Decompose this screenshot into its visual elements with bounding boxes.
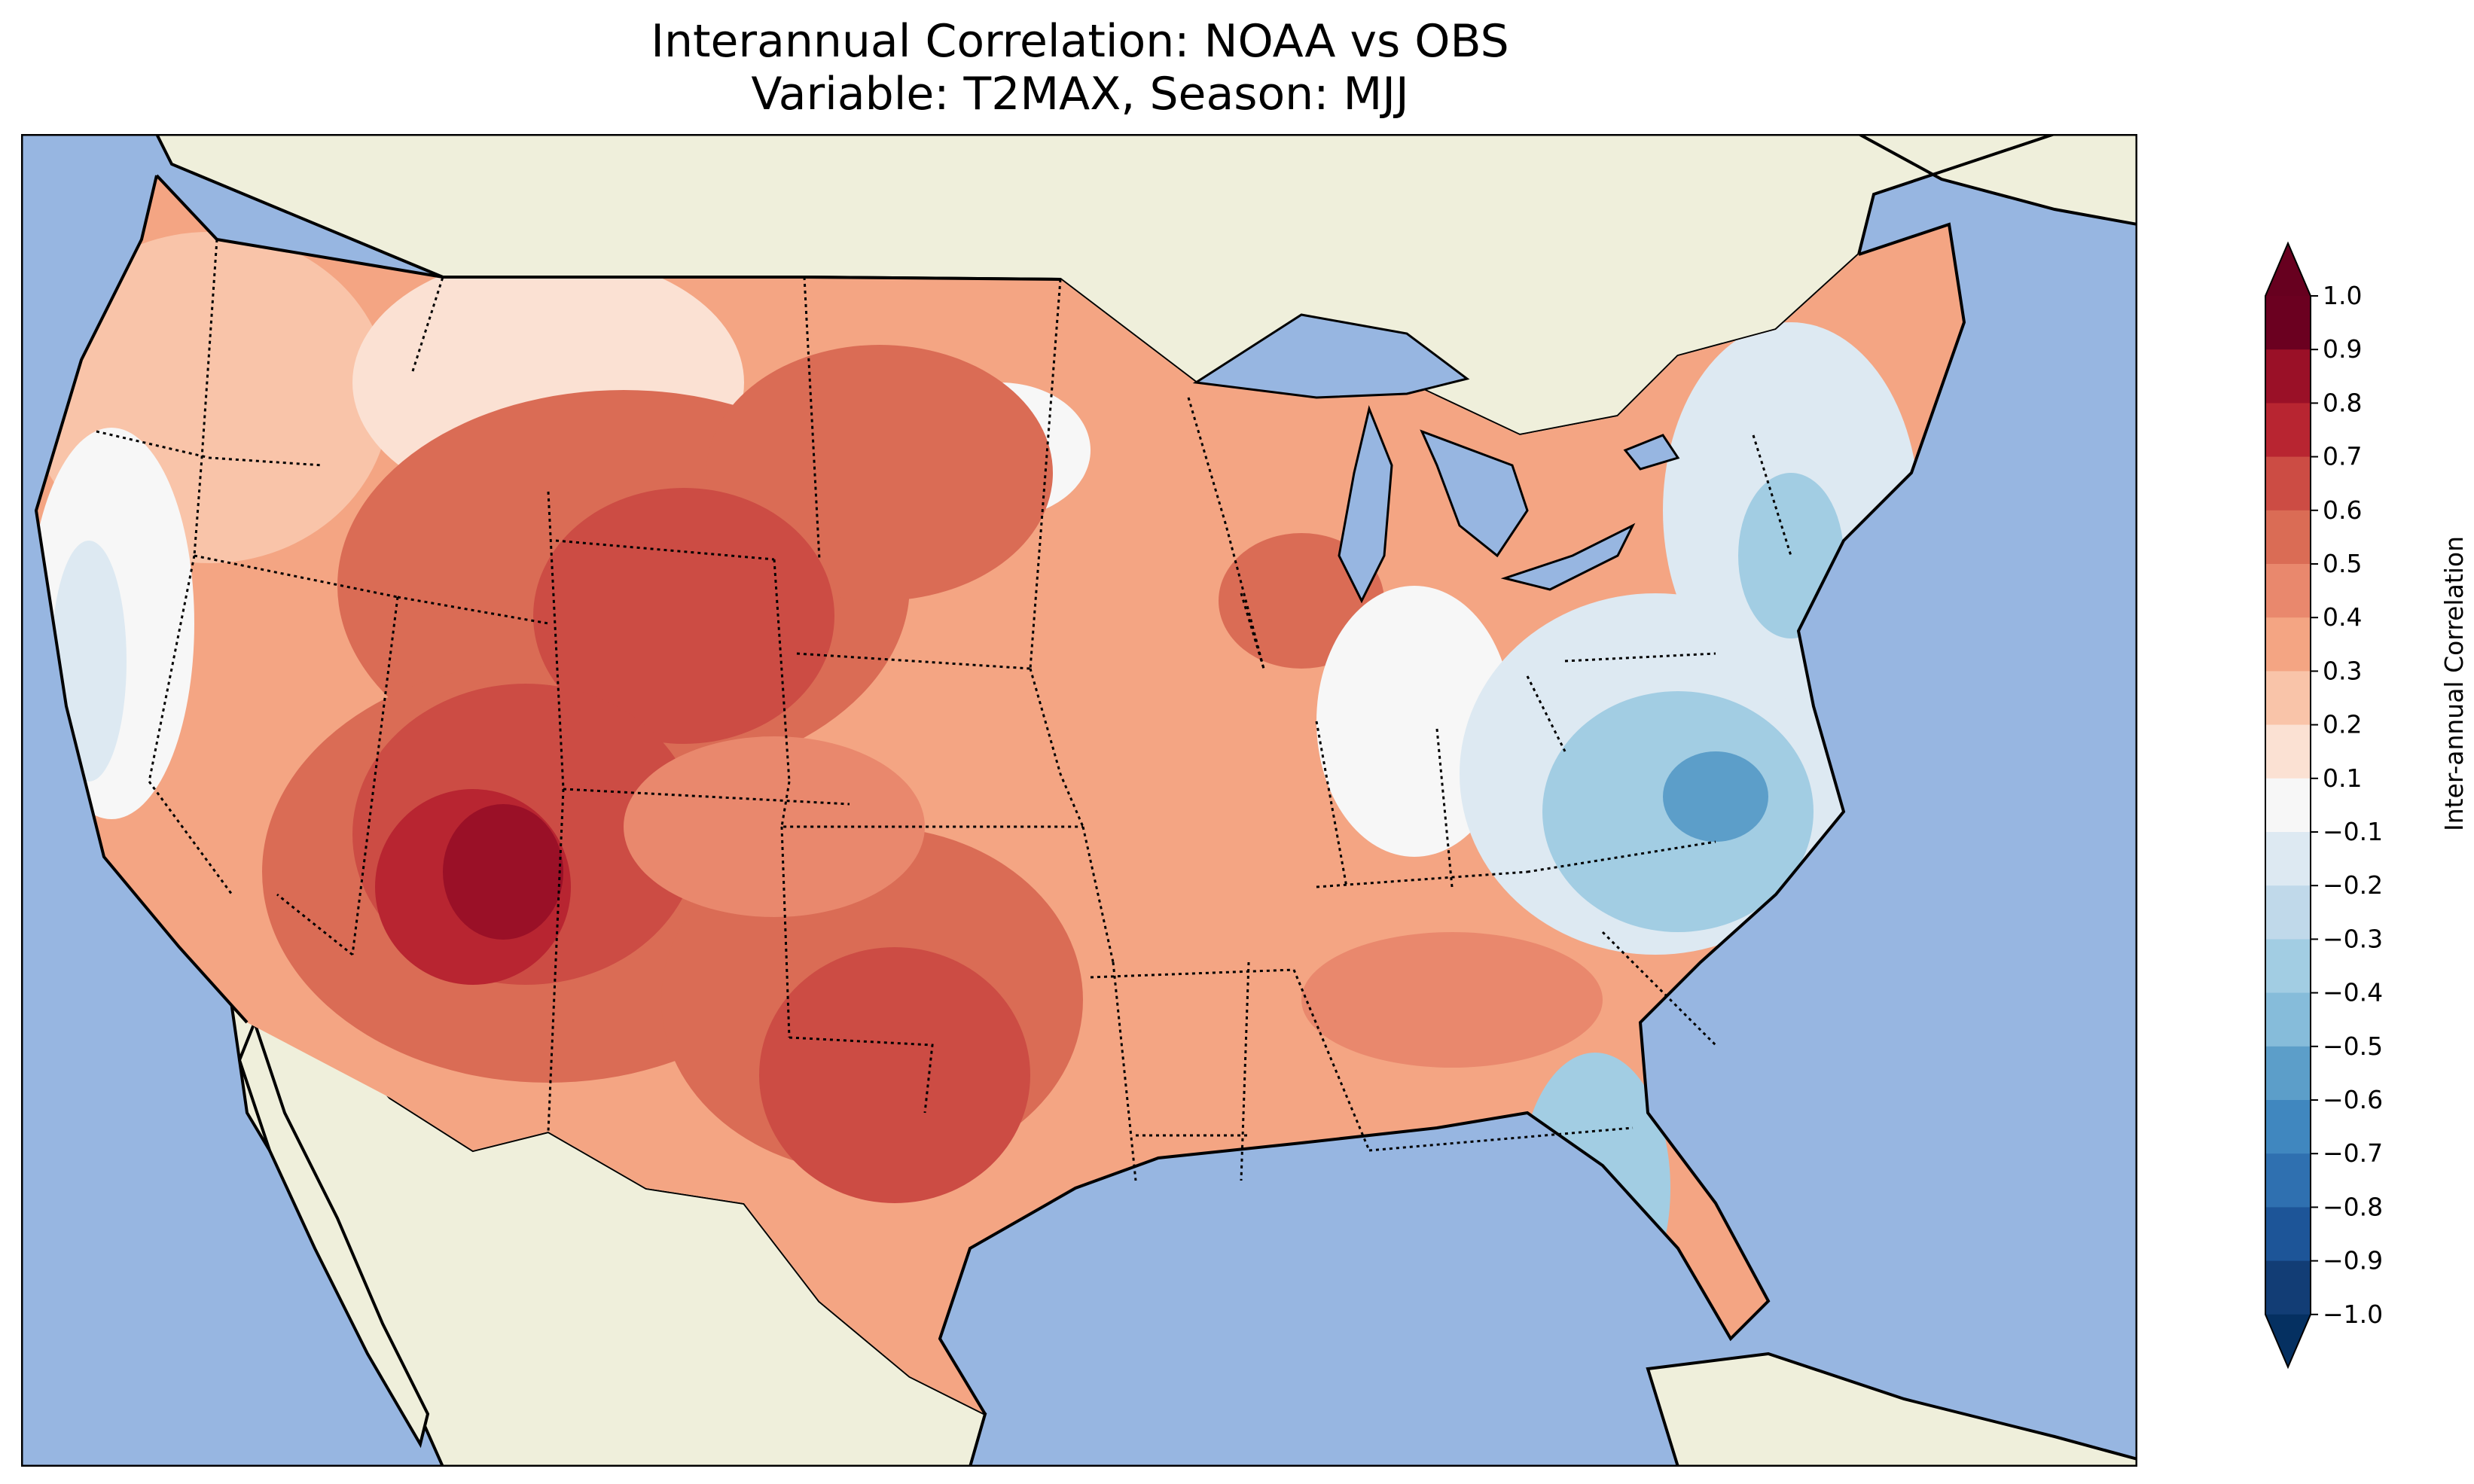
state-borders [96, 239, 1792, 1181]
colorbar-segment [2265, 617, 2311, 672]
lake-huron [1420, 429, 1529, 558]
colorbar-segment [2265, 1100, 2311, 1154]
colorbar-ticks: 1.0 0.9 0.8 0.7 0.6 0.5 0.4 0.3 0.2 0.1 −0.1 −0.2 −0… [2311, 281, 2383, 1329]
colorbar-tick-label: 0.8 [2323, 388, 2362, 417]
colorbar-segment [2265, 564, 2311, 618]
colorbar: 1.0 0.9 0.8 0.7 0.6 0.5 0.4 0.3 0.2 0.1 −0.1 −0.2 −0… [2265, 241, 2469, 1369]
colorbar-segment [2265, 1207, 2311, 1262]
colorbar-tick-label: 1.0 [2323, 281, 2362, 310]
colorbar-segment [2265, 1260, 2311, 1315]
colorbar-segment [2265, 1046, 2311, 1101]
colorbar-tick-label: −0.2 [2323, 870, 2383, 900]
lake-michigan [1338, 405, 1393, 604]
colorbar-tick-label: −0.6 [2323, 1085, 2383, 1114]
colorbar-segment [2265, 456, 2311, 511]
colorbar-segment [2265, 939, 2311, 994]
colorbar-tick-label: 0.2 [2323, 710, 2362, 739]
colorbar-segment [2265, 671, 2311, 726]
lake-ontario [1623, 434, 1680, 471]
colorbar-tick-label: 0.5 [2323, 549, 2362, 578]
colorbar-segment [2265, 510, 2311, 565]
colorbar-segment [2265, 832, 2311, 886]
colorbar-tick-label: 0.4 [2323, 602, 2362, 632]
colorbar-tick-label: 0.9 [2323, 334, 2362, 364]
colorbar-tick-label: −1.0 [2323, 1300, 2383, 1329]
lake-superior [1192, 313, 1470, 399]
colorbar-tick-label: −0.5 [2323, 1031, 2383, 1061]
colorbar-tick-label: 0.7 [2323, 442, 2362, 471]
baja-peninsula [237, 1018, 430, 1449]
colorbar-segment [2265, 724, 2311, 779]
colorbar-segment [2265, 1153, 2311, 1208]
colorbar-tick-label: 0.6 [2323, 495, 2362, 525]
colorbar-segment [2265, 296, 2311, 350]
colorbar-tick-label: −0.3 [2323, 924, 2383, 953]
colorbar-tick-label: −0.9 [2323, 1246, 2383, 1275]
colorbar-tick-label: 0.1 [2323, 763, 2362, 793]
map-title-line-2: Variable: T2MAX, Season: MJJ [751, 68, 1409, 120]
colorbar-label: Inter-annual Correlation [2439, 536, 2469, 831]
colorbar-tick-label: 0.3 [2323, 656, 2362, 685]
correlation-map [21, 134, 2137, 1467]
colorbar-tick-label: −0.8 [2323, 1192, 2383, 1221]
map-title-line-1: Interannual Correlation: NOAA vs OBS [651, 15, 1509, 68]
colorbar-segment [2265, 992, 2311, 1047]
usa-outline [34, 174, 1966, 1415]
colorbar-segment [2265, 349, 2311, 404]
colorbar-extend-top [2265, 243, 2311, 296]
cuba-island [1646, 1351, 2137, 1467]
colorbar-segment [2265, 778, 2311, 833]
colorbar-segments [2265, 241, 2311, 1369]
colorbar-tick-label: −0.4 [2323, 978, 2383, 1007]
lake-erie [1500, 523, 1636, 591]
colorbar-segment [2265, 403, 2311, 458]
great-lakes [1192, 313, 1680, 604]
map-frame-border [21, 134, 2137, 1467]
colorbar-segment [2265, 885, 2311, 940]
colorbar-tick-label: −0.7 [2323, 1138, 2383, 1168]
colorbar-tick-label: −0.1 [2323, 817, 2383, 846]
colorbar-extend-bottom [2265, 1314, 2311, 1367]
